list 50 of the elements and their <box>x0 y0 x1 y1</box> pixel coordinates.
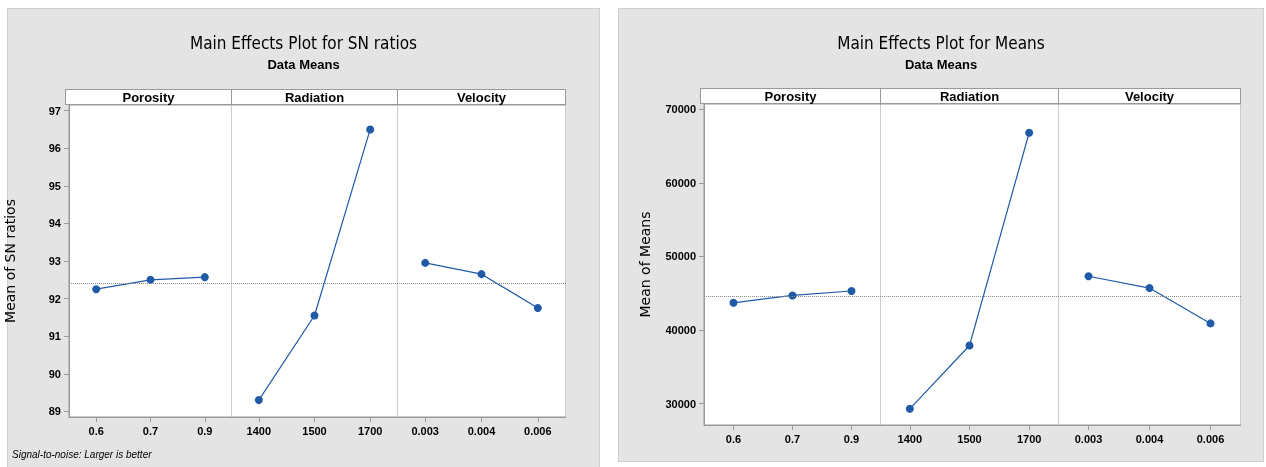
x-tick-label: 0.7 <box>784 432 801 445</box>
chart-title: Porosity <box>700 88 881 104</box>
y-tick-label: 89 <box>48 405 61 418</box>
point <box>146 275 155 284</box>
chart-title: Porosity <box>65 89 232 105</box>
y-axis-title: Mean of SN ratios <box>2 199 18 323</box>
x-tick-label: 1400 <box>246 424 272 437</box>
y-tick-label: 40000 <box>665 324 696 337</box>
x-tick-label: 1500 <box>302 424 327 437</box>
y-tick-label: 95 <box>48 179 61 192</box>
y-tick-label: 50000 <box>665 250 696 263</box>
y-tick-label: 70000 <box>665 103 696 116</box>
text: Signal-to-noise: Larger is better <box>12 449 152 460</box>
x-tick-label: 0.6 <box>88 424 104 437</box>
y-tick-label: 93 <box>48 255 61 267</box>
chart-title: Radiation <box>231 89 398 105</box>
chart-title: Radiation <box>880 88 1059 104</box>
chart-title: Velocity <box>397 89 566 105</box>
y-tick-label: 91 <box>48 330 61 343</box>
x-tick-label: 0.6 <box>725 432 742 445</box>
y-axis-title: Mean of Means <box>637 211 653 318</box>
x-tick-label: 1700 <box>1016 432 1042 445</box>
x-tick-label: 0.003 <box>1074 432 1103 445</box>
text: Data Means <box>266 57 341 72</box>
y-tick-label: 60000 <box>665 176 696 189</box>
y-tick-label: 90 <box>48 367 61 380</box>
chart-title: Velocity <box>1058 88 1241 104</box>
y-tick-label: 96 <box>48 142 61 155</box>
x-tick-label: 0.9 <box>843 432 860 445</box>
text: Main Effects Plot for SN ratios <box>188 33 419 53</box>
point <box>92 285 101 294</box>
y-tick-label: 92 <box>48 292 61 305</box>
x-tick-label: 0.006 <box>524 424 552 437</box>
x-tick-label: 0.004 <box>467 424 497 437</box>
text: Data Means <box>903 57 979 72</box>
x-tick-label: 0.004 <box>1135 432 1165 445</box>
x-tick-label: 1400 <box>897 432 923 445</box>
point <box>847 287 856 295</box>
y-tick-label: 94 <box>48 217 62 230</box>
point <box>729 298 738 307</box>
y-tick-label: 97 <box>48 104 61 117</box>
x-tick-label: 0.003 <box>411 424 439 437</box>
y-tick-label: 30000 <box>665 397 696 410</box>
x-tick-label: 0.7 <box>142 424 159 437</box>
x-tick-label: 1700 <box>357 424 383 437</box>
text: Main Effects Plot for Means <box>836 33 1046 53</box>
point <box>200 273 209 282</box>
x-tick-label: 0.006 <box>1196 432 1225 445</box>
x-tick-label: 1500 <box>957 432 982 445</box>
x-tick-label: 0.9 <box>197 424 213 437</box>
